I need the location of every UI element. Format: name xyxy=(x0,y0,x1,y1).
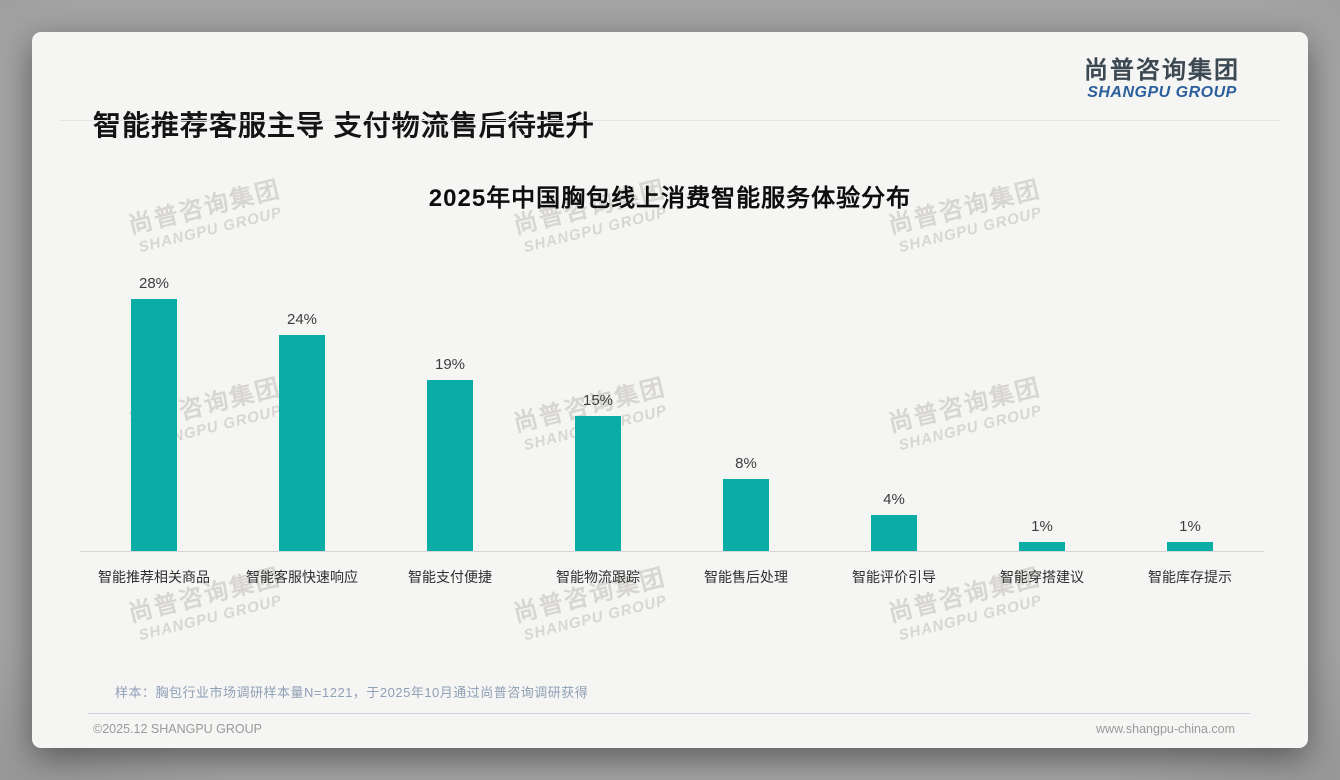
bar-value-label: 1% xyxy=(1179,518,1201,535)
bar xyxy=(871,515,917,551)
bar-value-label: 1% xyxy=(1031,518,1053,535)
watermark-english-text: SHANGPU GROUP xyxy=(896,591,1044,644)
bar xyxy=(427,380,473,551)
bar-value-label: 28% xyxy=(138,275,170,292)
bar-column: 4% xyxy=(820,491,968,551)
category-label: 智能穿搭建议 xyxy=(1000,569,1084,585)
page-title: 智能推荐客服主导 支付物流售后待提升 xyxy=(93,110,595,141)
header-divider xyxy=(60,120,1280,121)
bar-column: 8% xyxy=(672,455,820,551)
category-label: 智能库存提示 xyxy=(1148,569,1232,585)
bar-column: 15% xyxy=(524,392,672,551)
chart-title: 2025年中国胸包线上消费智能服务体验分布 xyxy=(428,185,912,212)
category-row: 智能推荐相关商品 智能客服快速响应 智能支付便捷 智能物流跟踪 智能售后处理 智能评价引导… xyxy=(80,551,1264,587)
bar xyxy=(279,335,325,551)
bar xyxy=(575,416,621,551)
bar xyxy=(1167,542,1213,551)
copyright-text: ©2025.12 SHANGPU GROUP xyxy=(93,722,262,736)
footer-divider xyxy=(88,713,1250,714)
bar xyxy=(723,479,769,551)
bar-value-label: 24% xyxy=(286,311,318,328)
bar-column: 24% xyxy=(228,311,376,551)
bar-value-label: 4% xyxy=(883,491,905,508)
category-label: 智能支付便捷 xyxy=(408,569,492,585)
category-label: 智能评价引导 xyxy=(852,569,936,585)
slide-card: 智能推荐客服主导 支付物流售后待提升 尚普咨询集团 SHANGPU GROUP … xyxy=(32,32,1308,748)
website-url: www.shangpu-china.com xyxy=(1096,722,1235,736)
bar-value-label: 15% xyxy=(582,392,614,409)
watermark-english-text: SHANGPU GROUP xyxy=(136,591,284,644)
bar-value-label: 8% xyxy=(735,455,757,472)
logo-english-text: SHANGPU GROUP xyxy=(1087,84,1237,102)
bar-value-label: 19% xyxy=(434,356,466,373)
category-label: 智能售后处理 xyxy=(704,569,788,585)
bar xyxy=(1019,542,1065,551)
category-label: 智能物流跟踪 xyxy=(556,569,640,585)
watermark-english-text: SHANGPU GROUP xyxy=(521,591,669,644)
sample-footnote: 样本：胸包行业市场调研样本量N=1221，于2025年10月通过尚普咨询调研获得 xyxy=(115,685,589,700)
plot-area: 28% 24% 19% 15% 8% 4% 1% 1% xyxy=(80,268,1264,552)
bar-column: 19% xyxy=(376,356,524,551)
company-logo: 尚普咨询集团 SHANGPU GROUP xyxy=(1084,58,1240,102)
bar xyxy=(131,299,177,551)
bar-column: 1% xyxy=(1116,518,1264,551)
category-label: 智能客服快速响应 xyxy=(246,569,358,585)
bar-column: 1% xyxy=(968,518,1116,551)
category-label: 智能推荐相关商品 xyxy=(98,569,210,585)
bar-column: 28% xyxy=(80,275,228,551)
logo-chinese-text: 尚普咨询集团 xyxy=(1084,57,1240,84)
